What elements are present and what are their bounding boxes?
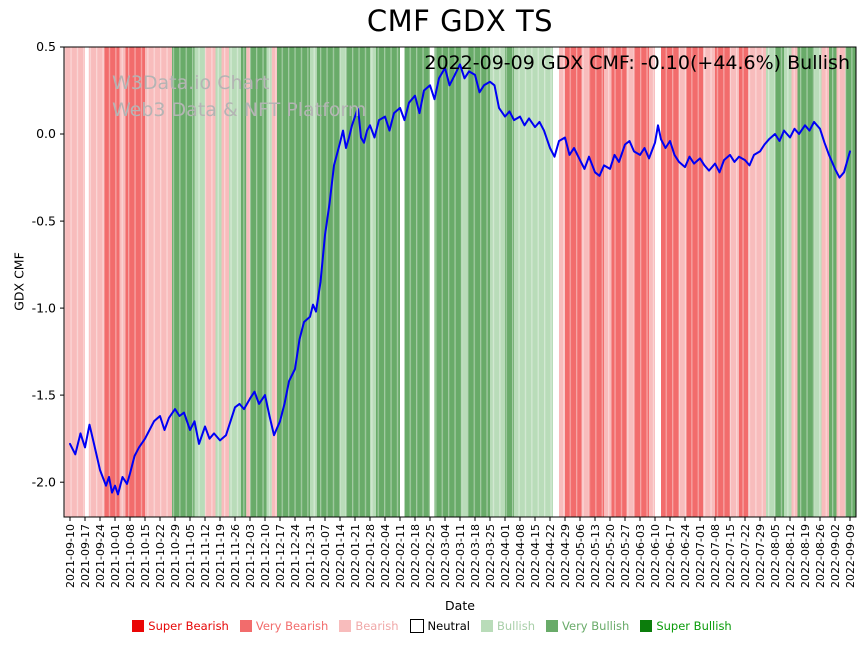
legend-item: Bearish — [339, 619, 399, 633]
svg-text:2022-07-29: 2022-07-29 — [754, 524, 767, 588]
svg-text:2021-12-31: 2021-12-31 — [304, 524, 317, 588]
legend-label: Super Bullish — [656, 619, 732, 633]
svg-text:2022-08-05: 2022-08-05 — [769, 524, 782, 588]
svg-text:2022-09-09: 2022-09-09 — [844, 524, 857, 588]
svg-text:2022-07-22: 2022-07-22 — [739, 524, 752, 588]
svg-text:2022-03-25: 2022-03-25 — [484, 524, 497, 588]
legend-label: Bearish — [355, 619, 399, 633]
legend-item: Very Bearish — [239, 619, 329, 633]
svg-text:2021-11-05: 2021-11-05 — [184, 524, 197, 588]
legend-label: Very Bearish — [255, 619, 329, 633]
svg-text:2022-09-02: 2022-09-02 — [829, 524, 842, 588]
svg-text:2022-05-20: 2022-05-20 — [604, 524, 617, 588]
legend-item: Super Bearish — [132, 619, 229, 633]
svg-text:2022-07-15: 2022-07-15 — [724, 524, 737, 588]
svg-text:2022-01-28: 2022-01-28 — [364, 524, 377, 588]
legend-label: Bullish — [496, 619, 536, 633]
svg-text:2021-09-17: 2021-09-17 — [79, 524, 92, 588]
legend-swatch — [546, 620, 559, 632]
legend-label: Very Bullish — [562, 619, 630, 633]
svg-text:2022-01-21: 2022-01-21 — [349, 524, 362, 588]
svg-text:2022-05-13: 2022-05-13 — [589, 524, 602, 588]
legend-item: Super Bullish — [640, 619, 732, 633]
y-axis-label: GDX CMF — [11, 252, 27, 311]
svg-text:2022-08-19: 2022-08-19 — [799, 524, 812, 588]
svg-text:-2.0: -2.0 — [32, 474, 56, 489]
legend-swatch — [132, 620, 145, 632]
legend-label: Super Bearish — [148, 619, 229, 633]
legend-swatch — [339, 620, 352, 632]
svg-text:2022-02-11: 2022-02-11 — [394, 524, 407, 588]
x-axis-label: Date — [445, 598, 475, 613]
legend: Super Bearish Very Bearish Bearish Neutral B… — [0, 619, 864, 633]
legend-swatch — [480, 620, 493, 632]
svg-text:2021-09-24: 2021-09-24 — [94, 524, 107, 588]
cmf-line — [69, 63, 851, 496]
legend-swatch — [640, 620, 653, 632]
svg-text:2021-12-03: 2021-12-03 — [244, 524, 257, 588]
svg-text:2022-03-11: 2022-03-11 — [454, 524, 467, 588]
legend-label: Neutral — [427, 619, 470, 633]
svg-text:2021-12-17: 2021-12-17 — [274, 524, 287, 588]
svg-text:2022-03-18: 2022-03-18 — [469, 524, 482, 588]
signal-bands — [64, 47, 856, 517]
svg-text:2022-06-10: 2022-06-10 — [649, 524, 662, 588]
svg-text:2022-02-25: 2022-02-25 — [424, 524, 437, 588]
svg-text:2022-03-04: 2022-03-04 — [439, 524, 452, 588]
svg-text:2022-06-24: 2022-06-24 — [679, 524, 692, 588]
svg-text:2022-01-14: 2022-01-14 — [334, 524, 347, 588]
svg-text:2022-08-12: 2022-08-12 — [784, 524, 797, 588]
svg-text:2022-08-26: 2022-08-26 — [814, 524, 827, 588]
svg-text:2021-10-08: 2021-10-08 — [124, 524, 137, 588]
svg-text:2022-04-29: 2022-04-29 — [559, 524, 572, 588]
svg-text:2022-05-06: 2022-05-06 — [574, 524, 587, 588]
svg-text:2022-04-01: 2022-04-01 — [499, 524, 512, 588]
svg-text:2021-10-01: 2021-10-01 — [109, 524, 122, 588]
svg-text:2022-01-07: 2022-01-07 — [319, 524, 332, 588]
svg-text:2021-12-24: 2021-12-24 — [289, 524, 302, 588]
legend-swatch — [409, 619, 424, 633]
legend-item: Neutral — [409, 619, 470, 633]
svg-text:0.5: 0.5 — [36, 39, 56, 54]
svg-text:2022-04-22: 2022-04-22 — [544, 524, 557, 588]
svg-text:2021-10-22: 2021-10-22 — [154, 524, 167, 588]
svg-text:2022-04-08: 2022-04-08 — [514, 524, 527, 588]
svg-text:2021-11-19: 2021-11-19 — [214, 524, 227, 588]
legend-swatch — [239, 620, 252, 632]
svg-text:2021-10-15: 2021-10-15 — [139, 524, 152, 588]
svg-text:2021-12-10: 2021-12-10 — [259, 524, 272, 588]
svg-text:2022-06-03: 2022-06-03 — [634, 524, 647, 588]
svg-text:2021-11-26: 2021-11-26 — [229, 524, 242, 588]
svg-text:2021-10-29: 2021-10-29 — [169, 524, 182, 588]
latest-value-annotation: 2022-09-09 GDX CMF: -0.10(+44.6%) Bullis… — [424, 52, 850, 74]
svg-text:0.0: 0.0 — [36, 126, 56, 141]
svg-text:-1.0: -1.0 — [32, 300, 56, 315]
svg-text:-1.5: -1.5 — [32, 387, 56, 402]
svg-text:2021-11-12: 2021-11-12 — [199, 524, 212, 588]
svg-text:2022-02-04: 2022-02-04 — [379, 524, 392, 588]
legend-item: Bullish — [480, 619, 536, 633]
svg-text:2022-06-17: 2022-06-17 — [664, 524, 677, 588]
svg-text:2022-02-18: 2022-02-18 — [409, 524, 422, 588]
page-title: CMF GDX TS — [366, 4, 554, 38]
svg-text:2022-07-08: 2022-07-08 — [709, 524, 722, 588]
svg-text:2022-05-27: 2022-05-27 — [619, 524, 632, 588]
legend-item: Very Bullish — [546, 619, 629, 633]
svg-text:2022-04-15: 2022-04-15 — [529, 524, 542, 588]
svg-text:2021-09-10: 2021-09-10 — [64, 524, 77, 588]
svg-text:-0.5: -0.5 — [32, 213, 56, 228]
svg-text:2022-07-01: 2022-07-01 — [694, 524, 707, 588]
